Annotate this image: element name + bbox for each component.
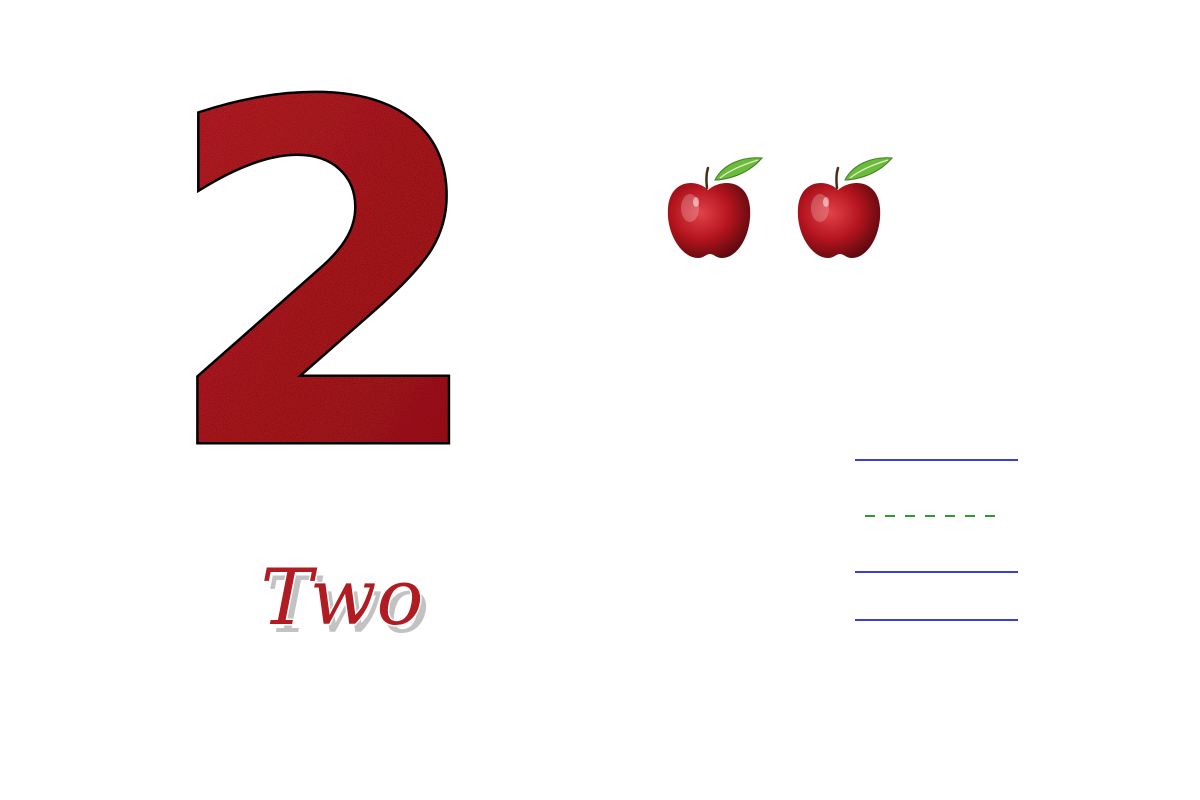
- apple-icon: [797, 157, 894, 258]
- number-word: Two Two: [259, 552, 430, 652]
- numeral-glyph: 2: [161, 6, 488, 553]
- handwriting-guide-lines: [855, 459, 1018, 621]
- number-word-text: Two: [261, 553, 424, 643]
- apple-icon: [667, 157, 764, 258]
- number-word-shadow: Two: [267, 561, 430, 651]
- numeral-two: 2: [159, 4, 491, 556]
